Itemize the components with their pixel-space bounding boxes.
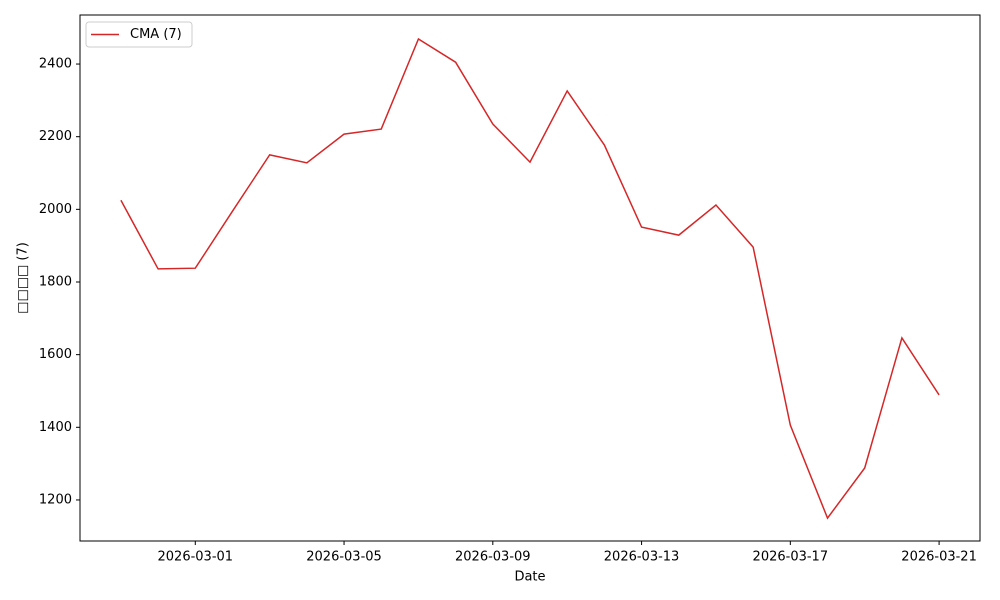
- y-tick-label: 2400: [39, 57, 72, 72]
- x-tick-label: 2026-03-17: [753, 550, 829, 565]
- x-tick-label: 2026-03-21: [901, 550, 977, 565]
- x-tick-label: 2026-03-05: [306, 550, 382, 565]
- x-tick-label: 2026-03-13: [604, 550, 680, 565]
- data-line: [120, 37, 940, 520]
- y-tick-label: 2000: [39, 202, 72, 217]
- legend-label: CMA (7): [130, 27, 182, 42]
- y-axis-label: □□□□ (7): [16, 242, 31, 314]
- y-tick-label: 1200: [39, 492, 72, 507]
- axes-frame: [79, 14, 981, 542]
- y-tick-label: 1800: [39, 274, 72, 289]
- x-tick-label: 2026-03-01: [158, 550, 234, 565]
- y-tick-label: 1400: [39, 420, 72, 435]
- legend-box: [85, 21, 193, 48]
- y-tick-label: 2200: [39, 129, 72, 144]
- x-axis-label: Date: [514, 570, 545, 585]
- y-tick-label: 1600: [39, 347, 72, 362]
- x-tick-label: 2026-03-09: [455, 550, 531, 565]
